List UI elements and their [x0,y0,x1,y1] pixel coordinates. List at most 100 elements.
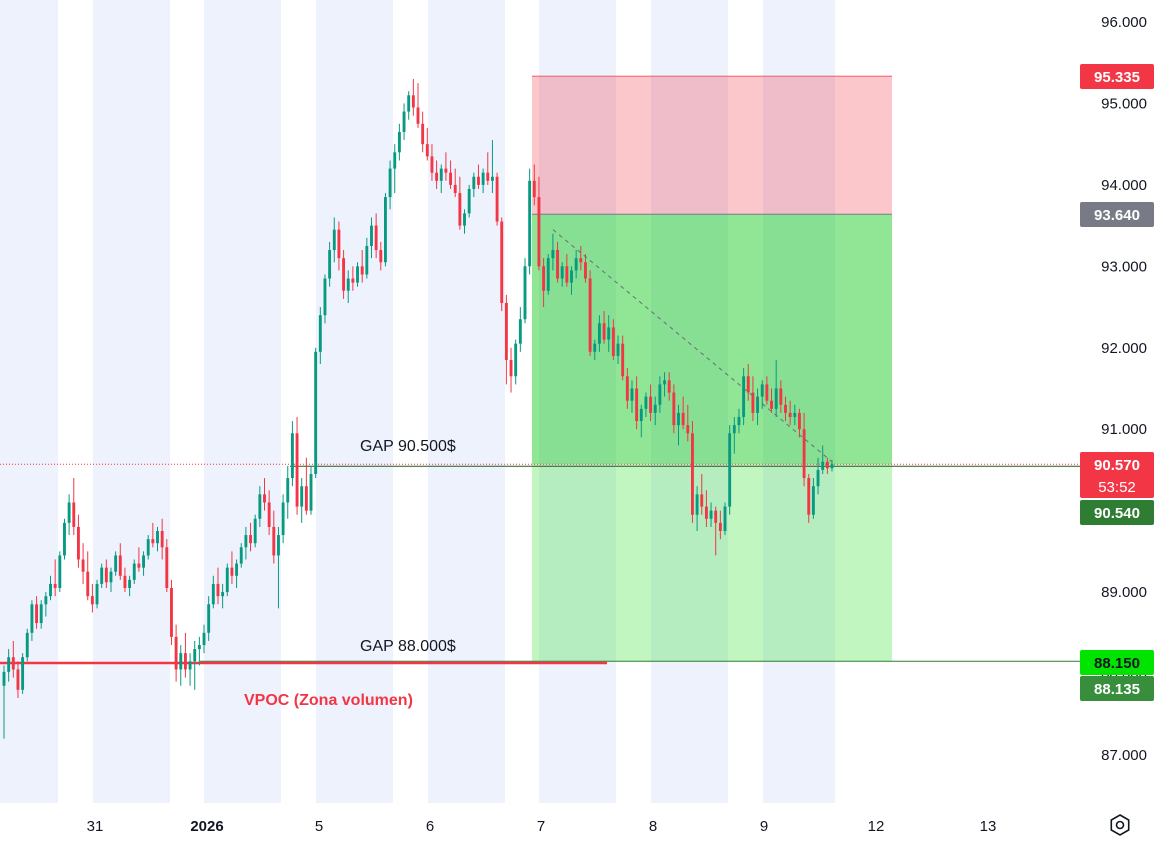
time-tick-label: 5 [315,818,323,835]
profit-zone-remaining[interactable] [532,464,892,662]
candle [193,640,197,690]
stop-loss-price: 95.335 [1094,69,1140,86]
candle [737,408,741,434]
time-tick-label: 9 [760,818,768,835]
candle [770,388,773,413]
candle [584,254,587,283]
candle [179,645,183,686]
candle [146,535,150,560]
candle [53,559,57,597]
candle [686,404,690,442]
candle [263,478,266,511]
candle [221,583,225,609]
candle [649,384,653,422]
candle [309,465,313,515]
candle [788,400,792,426]
vpoc-label: VPOC (Zona volumen) [244,692,413,709]
candle [830,460,834,472]
candle [211,575,215,609]
candle [383,193,387,267]
candle [123,567,127,593]
candle [681,396,685,430]
candle [551,233,555,271]
candle [95,579,99,609]
candle [816,457,820,495]
candle [574,250,578,279]
candle [616,335,620,365]
candle [393,144,397,194]
candle [7,649,11,682]
candle [100,563,104,589]
time-tick-label: 12 [868,818,885,835]
profit-zone-filled[interactable] [532,214,892,465]
candle [500,217,504,312]
candle [742,368,746,426]
session-band [93,0,170,803]
candle [379,241,383,271]
candle [323,274,327,324]
candle [449,160,453,189]
candle [579,245,583,271]
stop-loss-zone[interactable] [532,76,892,215]
candle [174,624,178,682]
candle [611,319,615,360]
price-tick-label: 95.000 [1101,95,1147,112]
candle [458,176,462,230]
candle [67,494,71,536]
candle [90,583,94,613]
candle [114,551,118,576]
time-tick-label: 13 [980,818,997,835]
candle [160,518,164,560]
candle [453,168,457,198]
candle [667,372,671,401]
candle [821,445,825,474]
entry-price-label: 93.640 [1080,202,1154,227]
time-axis[interactable]: 31 2026 5 6 7 8 9 12 13 [87,818,997,835]
session-band [428,0,505,803]
candle [565,254,569,287]
gap-low-label: GAP 88.000$ [360,638,456,655]
price-tick-label: 96.000 [1101,14,1147,31]
chart-settings-button[interactable] [1110,814,1130,836]
candle [467,184,471,218]
session-band [0,0,58,803]
candle [672,384,676,434]
candle [700,473,704,515]
candle [183,632,187,678]
candle [314,347,318,479]
long-short-position-zones[interactable] [532,75,892,662]
last-close-price-label: 90.540 [1080,500,1154,525]
candle [523,258,527,324]
candle [621,335,625,381]
settings-hexagon-icon[interactable] [1110,814,1130,836]
candle [658,376,662,413]
candle [118,543,122,580]
take-profit-price: 88.150 [1094,655,1140,672]
candle [216,567,220,605]
candle [156,526,159,552]
candle [779,380,783,413]
candle [318,307,322,365]
session-band [539,0,616,803]
candle [421,111,425,153]
candle [514,339,518,385]
candle [709,502,713,527]
candle [416,83,420,128]
candle [188,653,192,686]
candle [691,421,694,523]
session-band [651,0,728,803]
candle [728,425,732,515]
candle [556,241,559,283]
candle [635,376,639,430]
candle [342,250,346,299]
candle [63,518,66,560]
candle [16,661,20,698]
candle [25,628,29,662]
level-lines [0,463,1080,665]
candle [723,502,727,536]
candle [137,547,141,572]
candle [104,559,108,589]
last-close-price: 90.540 [1094,505,1140,522]
candle [444,152,448,181]
